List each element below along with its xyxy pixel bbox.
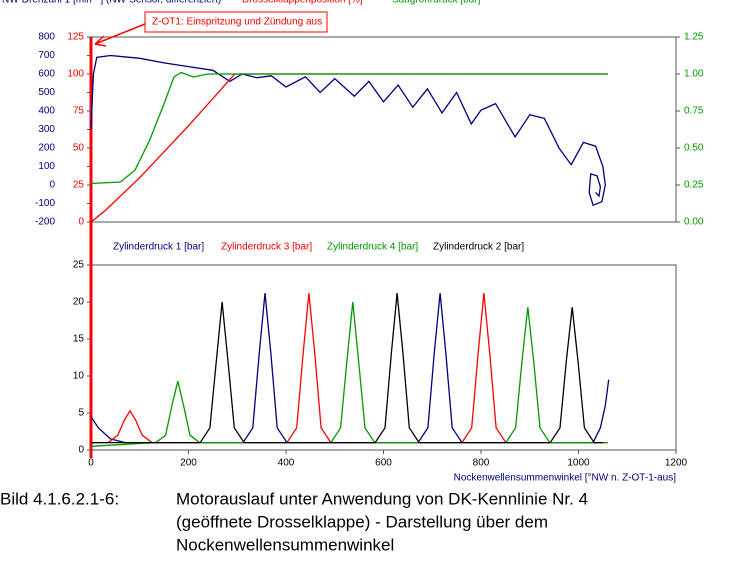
caption-line: Nockenwellensummenwinkel	[176, 535, 394, 554]
annotation-arrow	[94, 23, 146, 45]
y-tick-label: 100	[38, 161, 55, 172]
y-tick-label: 400	[38, 106, 55, 117]
legend-entry: Zylinderdruck 4 [bar]	[327, 242, 418, 253]
y-tick-label: 0	[49, 180, 55, 191]
y-tick-label: 100	[67, 69, 84, 80]
legend-entry: Drosselklappenposition [%]	[242, 0, 363, 6]
series-line	[91, 293, 608, 444]
x-tick-label: 0	[88, 458, 94, 469]
y-tick-label: -100	[35, 198, 55, 209]
y-tick-label: 800	[38, 32, 55, 43]
y-tick-label: 0	[78, 217, 84, 228]
y-tick-label: 1.00	[684, 69, 704, 80]
legend-entry: Saugrohrdruck [bar]	[392, 0, 481, 6]
y-tick-label: 0	[78, 445, 84, 456]
x-tick-label: 400	[278, 458, 295, 469]
caption-label: Bild 4.1.6.2.1-6:	[0, 489, 119, 508]
arrow-head	[94, 35, 107, 47]
y-tick-label: 10	[73, 371, 85, 382]
y-tick-label: 200	[38, 143, 55, 154]
series-line	[91, 293, 603, 444]
series-line	[90, 71, 608, 185]
legend-entry: Zylinderdruck 1 [bar]	[113, 242, 204, 253]
x-tick-label: 1200	[665, 458, 688, 469]
y-tick-label: 25	[73, 260, 85, 271]
y-tick-label: 15	[73, 334, 85, 345]
x-tick-label: 1000	[567, 458, 590, 469]
caption-line: (geöffnete Drosselklappe) - Darstellung …	[176, 512, 548, 531]
y-tick-label: 500	[38, 87, 55, 98]
y-tick-label: 0.25	[684, 180, 704, 191]
legend-entry: Zylinderdruck 3 [bar]	[221, 242, 312, 253]
x-axis-label: Nockenwellensummenwinkel [°NW n. Z-OT-1-…	[454, 473, 677, 484]
y-tick-label: 1.25	[684, 32, 704, 43]
y-tick-label: 300	[38, 124, 55, 135]
y-tick-label: 0.00	[684, 217, 704, 228]
y-tick-label: 700	[38, 50, 55, 61]
y-tick-label: -200	[35, 217, 55, 228]
annotation: Z-OT1: Einspritzung und Zündung aus	[152, 17, 322, 28]
bottom-plot-frame	[90, 264, 677, 451]
series-line	[90, 73, 608, 223]
y-tick-label: 25	[73, 180, 85, 191]
y-tick-label: 600	[38, 69, 55, 80]
y-tick-label: 50	[73, 143, 85, 154]
y-tick-label: 5	[78, 408, 84, 419]
y-tick-label: 75	[73, 106, 85, 117]
y-tick-label: 125	[67, 32, 84, 43]
y-tick-label: 20	[73, 297, 85, 308]
series-line	[90, 54, 606, 207]
series-line	[90, 301, 608, 447]
x-tick-label: 600	[375, 458, 392, 469]
caption-line: Motorauslauf unter Anwendung von DK-Kenn…	[176, 489, 588, 508]
y-tick-label: 0.75	[684, 106, 704, 117]
legend-entry: Zylinderdruck 2 [bar]	[433, 242, 524, 253]
annotation-box	[144, 11, 328, 33]
x-tick-label: 800	[473, 458, 490, 469]
x-tick-label: 200	[180, 458, 197, 469]
legend-entry: NW-Drehzahl 1 [min⁻¹] (NW-Sensor, differ…	[2, 0, 221, 6]
y-tick-label: 0.50	[684, 143, 704, 154]
